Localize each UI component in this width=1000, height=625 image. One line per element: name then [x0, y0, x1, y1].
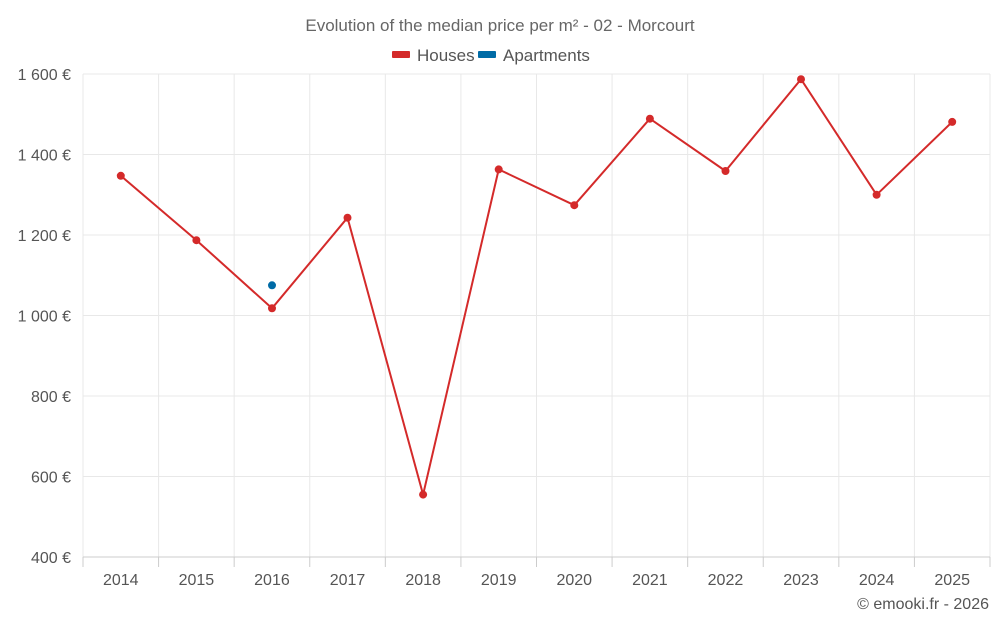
data-point-houses-2016 [268, 304, 276, 313]
data-point-houses-2017 [343, 213, 352, 222]
y-tick-label: 1 600 € [18, 67, 71, 84]
legend-swatch-apartments [478, 51, 496, 58]
x-tick-label: 2024 [859, 572, 895, 589]
legend-label-houses: Houses [417, 46, 475, 65]
data-point-houses-2023 [797, 75, 805, 84]
data-point-apartments-2016 [268, 281, 276, 290]
data-point-houses-2020 [570, 201, 579, 210]
data-point-houses-2022 [721, 167, 730, 175]
y-tick-label: 1 000 € [18, 309, 71, 326]
data-point-houses-2018 [419, 490, 428, 499]
data-point-houses-2015 [192, 236, 201, 245]
y-axis-labels: 400 € 600 € 800 € 1 000 € 1 200 € 1 400 € 1 60… [18, 67, 71, 567]
legend: Houses Apartments [392, 46, 590, 65]
series-layer [116, 75, 957, 499]
legend-label-apartments: Apartments [503, 46, 590, 65]
y-tick-label: 1 400 € [18, 148, 71, 165]
x-tick-label: 2025 [934, 572, 970, 589]
x-tick-label: 2023 [783, 572, 819, 589]
x-tick-label: 2015 [179, 572, 215, 589]
horizontal-gridlines [83, 73, 990, 477]
y-tick-label: 600 € [31, 470, 71, 487]
y-tick-label: 800 € [31, 389, 71, 406]
x-axis-labels: 2014 2015 2016 2017 2018 2019 2020 2021 2022 2023… [103, 572, 970, 589]
chart-title: Evolution of the median price per m² - 0… [305, 16, 695, 35]
data-point-houses-2025 [948, 117, 957, 126]
x-tick-label: 2020 [556, 572, 592, 589]
x-axis-ticks [82, 557, 991, 567]
y-tick-label: 400 € [31, 550, 71, 567]
x-tick-label: 2018 [405, 572, 441, 589]
y-tick-label: 1 200 € [18, 228, 71, 245]
x-tick-label: 2014 [103, 572, 139, 589]
x-tick-label: 2019 [481, 572, 517, 589]
data-point-houses-2021 [645, 114, 654, 123]
data-point-houses-2014 [116, 171, 125, 180]
series-line-houses [120, 78, 953, 496]
x-tick-label: 2021 [632, 572, 668, 589]
x-tick-label: 2017 [330, 572, 366, 589]
x-tick-label: 2022 [708, 572, 744, 589]
data-point-houses-2019 [494, 165, 503, 174]
x-tick-label: 2016 [254, 572, 290, 589]
legend-swatch-houses [392, 51, 410, 58]
data-point-houses-2024 [872, 190, 881, 199]
credit-text: © emooki.fr - 2026 [857, 596, 989, 613]
